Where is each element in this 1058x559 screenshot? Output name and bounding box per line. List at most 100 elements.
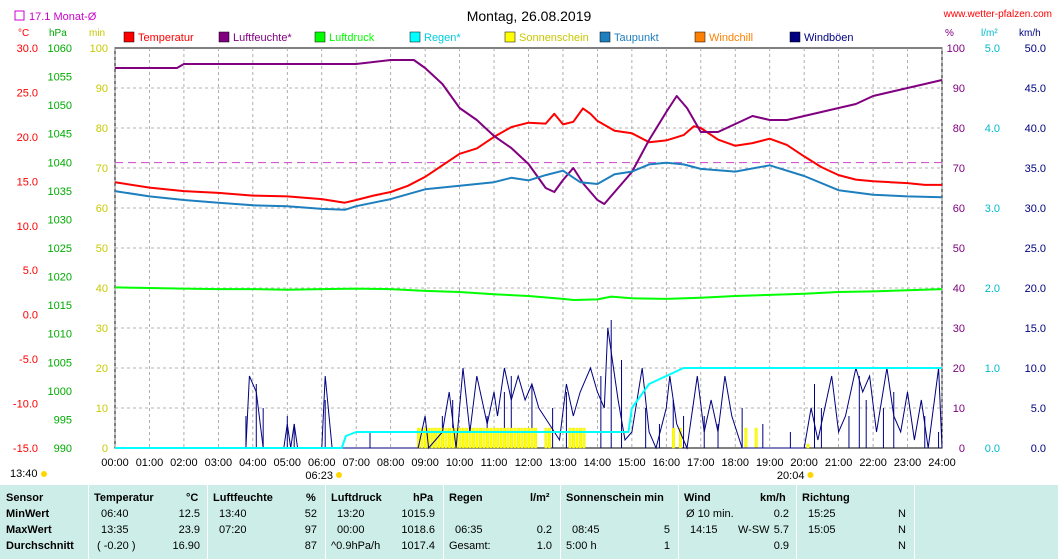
sun-icon [807,472,814,478]
x-tick-label: 08:00 [377,457,405,469]
humidity-tick-label: 20 [953,363,965,375]
dir-max-time: 15:05 [808,524,836,536]
legend-label: Luftfeuchte* [233,32,292,44]
unit-wind: km/h [1019,28,1041,39]
humidity-tick-label: 70 [953,163,965,175]
current-time-icon [41,471,47,477]
hdr-rain: Regen [449,492,483,504]
sunshine-bar [465,427,469,449]
pressure-tick-label: 1055 [48,72,72,84]
sunshine-bar [678,427,682,449]
pressure-tick-label: 1025 [48,243,72,255]
chart-title: Montag, 26.08.2019 [467,8,592,24]
sunshine-bar [510,427,513,449]
table-divider [443,485,444,559]
temp-min-value: 12.5 [178,508,200,520]
humidity-tick-label: 10 [953,403,965,415]
sunshine-bar [492,427,496,449]
minutes-tick-label: 0 [102,443,108,455]
rain-tick-label: 0.0 [985,443,1000,455]
sunshine-bar [513,427,517,449]
pressure-tick-label: 1040 [48,157,72,169]
temp-tick-label: -10.0 [13,399,38,411]
hdr-wind: Wind [684,492,711,504]
row-label-max: MaxWert [6,524,52,536]
sunshine-bar [423,427,427,449]
minutes-tick-label: 70 [96,163,108,175]
series-luftdruck [114,286,943,301]
hdr-hum: Luftfeuchte [213,492,273,504]
wind-tick-label: 30.0 [1025,203,1046,215]
table-divider [678,485,679,559]
sun-event-label: 06:23 [305,470,333,482]
minutes-tick-label: 40 [96,283,108,295]
dir-min-time: 15:25 [808,508,836,520]
legend: Temperatur Luftfeuchte* Luftdruck Regen* Son… [123,31,854,44]
hdr-hum-unit: % [306,492,316,504]
pressure-tick-label: 990 [54,443,72,455]
sunshine-bar [579,427,582,449]
table-divider [207,485,208,559]
dir-max-value: N [898,524,906,536]
wind-avg-value: 0.9 [773,540,789,552]
bars-layer [115,320,943,450]
x-tick-label: 10:00 [446,457,474,469]
x-tick-label: 19:00 [756,457,784,469]
x-tick-label: 09:00 [411,457,439,469]
press-trend: ^0.9hPa/h [331,540,381,552]
minutes-tick-label: 10 [96,403,108,415]
x-tick-label: 18:00 [721,457,749,469]
series-windboeen [115,327,943,450]
series-taupunkt [114,161,943,211]
table-divider [796,485,797,559]
site-url: www.wetter-pfalzen.com [943,9,1052,20]
sunshine-bar [520,427,524,449]
sunshine-bar [523,427,527,449]
hdr-press-unit: hPa [413,492,434,504]
wind-min-label: Ø 10 min. [686,508,734,520]
sunshine-bar [461,427,465,449]
sunshine-bar [506,427,510,449]
wind-tick-label: 15.0 [1025,323,1046,335]
legend-label: Sonnenschein [519,32,589,44]
axis-tick-labels: 30.0 25.0 20.0 15.0 10.0 5.0 0.0 -5.0 -10.0 -15.0… [10,43,1046,482]
pressure-tick-label: 1020 [48,272,72,284]
rain-max-value: 0.2 [536,524,552,536]
sunshine-bar [754,427,758,449]
pressure-tick-label: 1035 [48,186,72,198]
monthly-avg-label: 17.1 Monat-Ø [29,11,97,23]
legend-label: Windchill [709,32,753,44]
temp-max-value: 23.9 [178,524,200,536]
legend-swatch [123,31,135,43]
pressure-tick-label: 1045 [48,129,72,141]
x-tick-label: 05:00 [274,457,302,469]
table-divider [914,485,915,559]
wind-tick-label: 0.0 [1031,443,1046,455]
rain-tick-label: 4.0 [985,123,1000,135]
sunshine-bar [572,427,575,449]
series-temperatur [114,107,942,204]
sunshine-bar [575,427,579,449]
legend-swatch [218,31,230,43]
hdr-rain-unit: l/m² [530,492,550,504]
wind-min-value: 0.2 [773,508,789,520]
minutes-tick-label: 50 [96,243,108,255]
pressure-tick-label: 995 [54,414,72,426]
temp-tick-label: -5.0 [19,354,38,366]
sunshine-bar [568,427,572,449]
sunshine-bar [472,427,476,449]
sunshine-bar [744,427,748,449]
hdr-sensor: Sensor [6,492,44,504]
hdr-temp: Temperatur [94,492,154,504]
x-tick-label: 02:00 [170,457,198,469]
sunshine-bar [548,427,551,449]
temp-tick-label: 5.0 [23,265,38,277]
temp-tick-label: -15.0 [13,443,38,455]
sunshine-bar [430,427,434,449]
sunshine-bar [496,427,500,449]
row-label-min: MinWert [6,508,50,520]
legend-label: Regen* [424,32,461,44]
humidity-tick-label: 100 [947,43,965,55]
sunshine-bar [475,427,479,449]
wind-max-value: 5.7 [773,524,789,536]
